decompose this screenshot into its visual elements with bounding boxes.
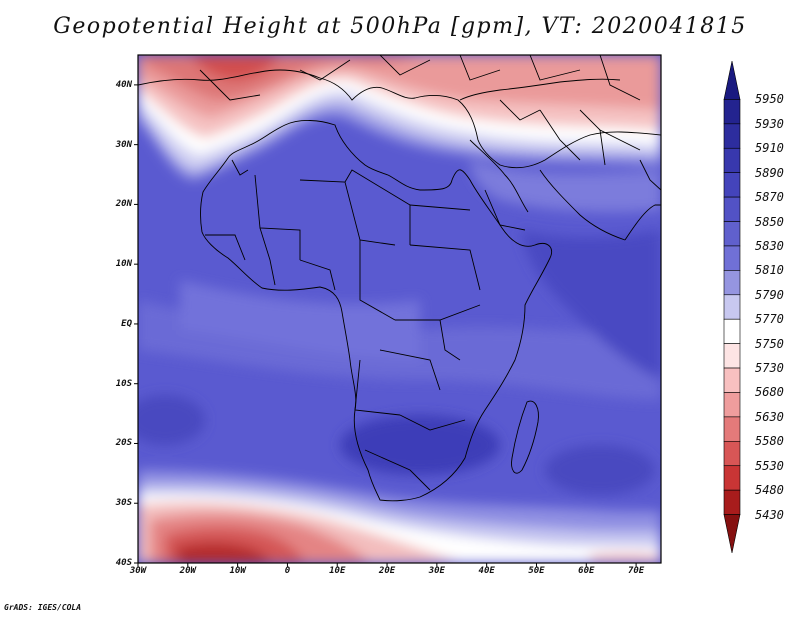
colorbar-swatch <box>723 221 741 247</box>
colorbar-swatch <box>723 245 741 271</box>
colorbar-swatch <box>723 465 741 491</box>
colorbar <box>723 60 741 554</box>
lat-label: 20S <box>115 438 132 449</box>
colorbar-label: 5680 <box>755 385 784 400</box>
lat-label: 20N <box>115 199 132 210</box>
colorbar-label: 5750 <box>755 336 784 351</box>
colorbar-swatch <box>723 147 741 173</box>
colorbar-label: 5930 <box>755 116 784 131</box>
colorbar-label: 5770 <box>755 312 784 327</box>
colorbar-label: 5870 <box>755 190 784 205</box>
colorbar-swatch <box>723 60 741 100</box>
lon-label: 50E <box>528 566 545 576</box>
colorbar-label: 5580 <box>755 434 784 449</box>
lon-label: 0 <box>284 566 291 576</box>
colorbar-swatch <box>723 416 741 442</box>
lat-label: 40N <box>115 79 132 90</box>
colorbar-swatch <box>723 489 741 515</box>
coastlines <box>138 55 661 502</box>
colorbar-swatch <box>723 172 741 198</box>
lat-label: 30S <box>115 498 132 509</box>
lon-label: 60E <box>578 566 595 576</box>
lon-label: 20E <box>378 566 396 576</box>
colorbar-label: 5480 <box>755 483 784 498</box>
lon-label: 30E <box>428 566 445 576</box>
colorbar-label: 5630 <box>755 409 784 424</box>
lat-label: EQ <box>121 318 132 329</box>
colorbar-label: 5850 <box>755 214 784 229</box>
colorbar-label: 5830 <box>755 238 784 253</box>
colorbar-label: 5430 <box>755 507 784 522</box>
colorbar-label: 5950 <box>755 92 784 107</box>
colorbar-label: 5910 <box>755 141 784 156</box>
colorbar-swatch <box>723 343 741 369</box>
colorbar-swatch <box>723 196 741 222</box>
lon-label: 10E <box>329 566 346 576</box>
colorbar-label: 5790 <box>755 287 784 302</box>
colorbar-swatch <box>723 514 741 554</box>
colorbar-label: 5730 <box>755 361 784 376</box>
colorbar-swatch <box>723 392 741 418</box>
lat-label: 10S <box>115 378 132 389</box>
colorbar-swatch <box>723 294 741 320</box>
lon-label: 70E <box>627 566 645 576</box>
lat-label: 30N <box>115 139 132 150</box>
lon-label: 10W <box>229 566 246 576</box>
grads-credit: GrADS: IGES/COLA <box>4 603 82 612</box>
map-title: Geopotential Height at 500hPa [gpm], VT:… <box>53 14 747 39</box>
lat-label: 40S <box>115 558 132 568</box>
colorbar-swatch <box>723 367 741 393</box>
lon-label: 20W <box>179 566 196 576</box>
lon-label: 40E <box>478 566 495 576</box>
colorbar-swatch <box>723 318 741 344</box>
axis-ticks <box>134 84 637 567</box>
colorbar-label: 5530 <box>755 458 784 473</box>
colorbar-swatch <box>723 441 741 467</box>
colorbar-label: 5890 <box>755 165 784 180</box>
map-frame <box>137 54 662 564</box>
height-field <box>138 55 661 563</box>
colorbar-label: 5810 <box>755 263 784 278</box>
lon-label: 30W <box>129 566 147 576</box>
lat-label: 10N <box>115 259 132 270</box>
colorbar-swatch <box>723 99 741 125</box>
colorbar-swatch <box>723 123 741 149</box>
colorbar-swatch <box>723 270 741 296</box>
